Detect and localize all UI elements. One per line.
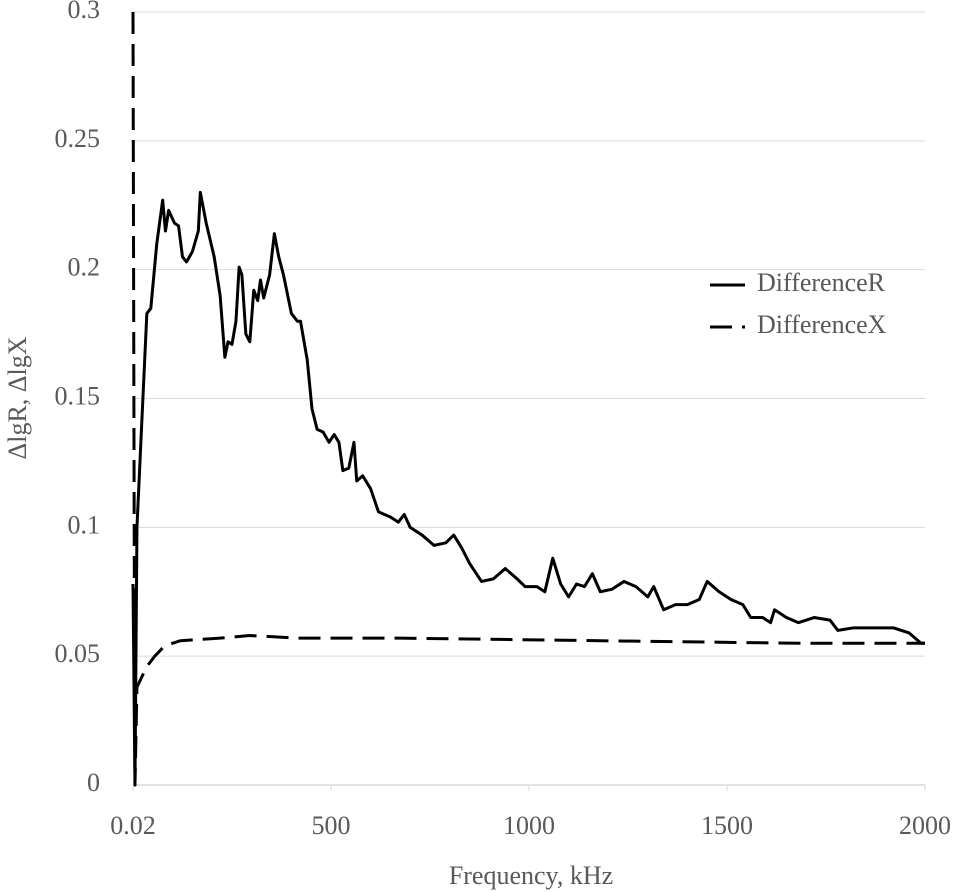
series-line [131,11,925,787]
legend-label: DifferenceX [757,310,887,339]
x-tick-label: 1000 [503,811,555,840]
y-tick-label: 0.3 [68,0,101,24]
y-tick-label: 0.15 [55,381,101,410]
x-axis-title: Frequency, kHz [449,861,613,890]
y-tick-label: 0.2 [68,253,101,282]
y-tick-label: 0.25 [55,124,101,153]
x-tick-label: 1500 [701,811,753,840]
y-axis-title: ΔlgR, ΔlgX [3,336,32,459]
y-tick-label: 0 [87,768,100,797]
legend-label: DifferenceR [757,268,886,297]
y-tick-label: 0.05 [55,639,101,668]
x-tick-label: 0.02 [110,811,156,840]
series-line [131,190,925,787]
x-tick-label: 500 [311,811,350,840]
y-tick-label: 0.1 [68,510,101,539]
x-tick-label: 2000 [899,811,951,840]
